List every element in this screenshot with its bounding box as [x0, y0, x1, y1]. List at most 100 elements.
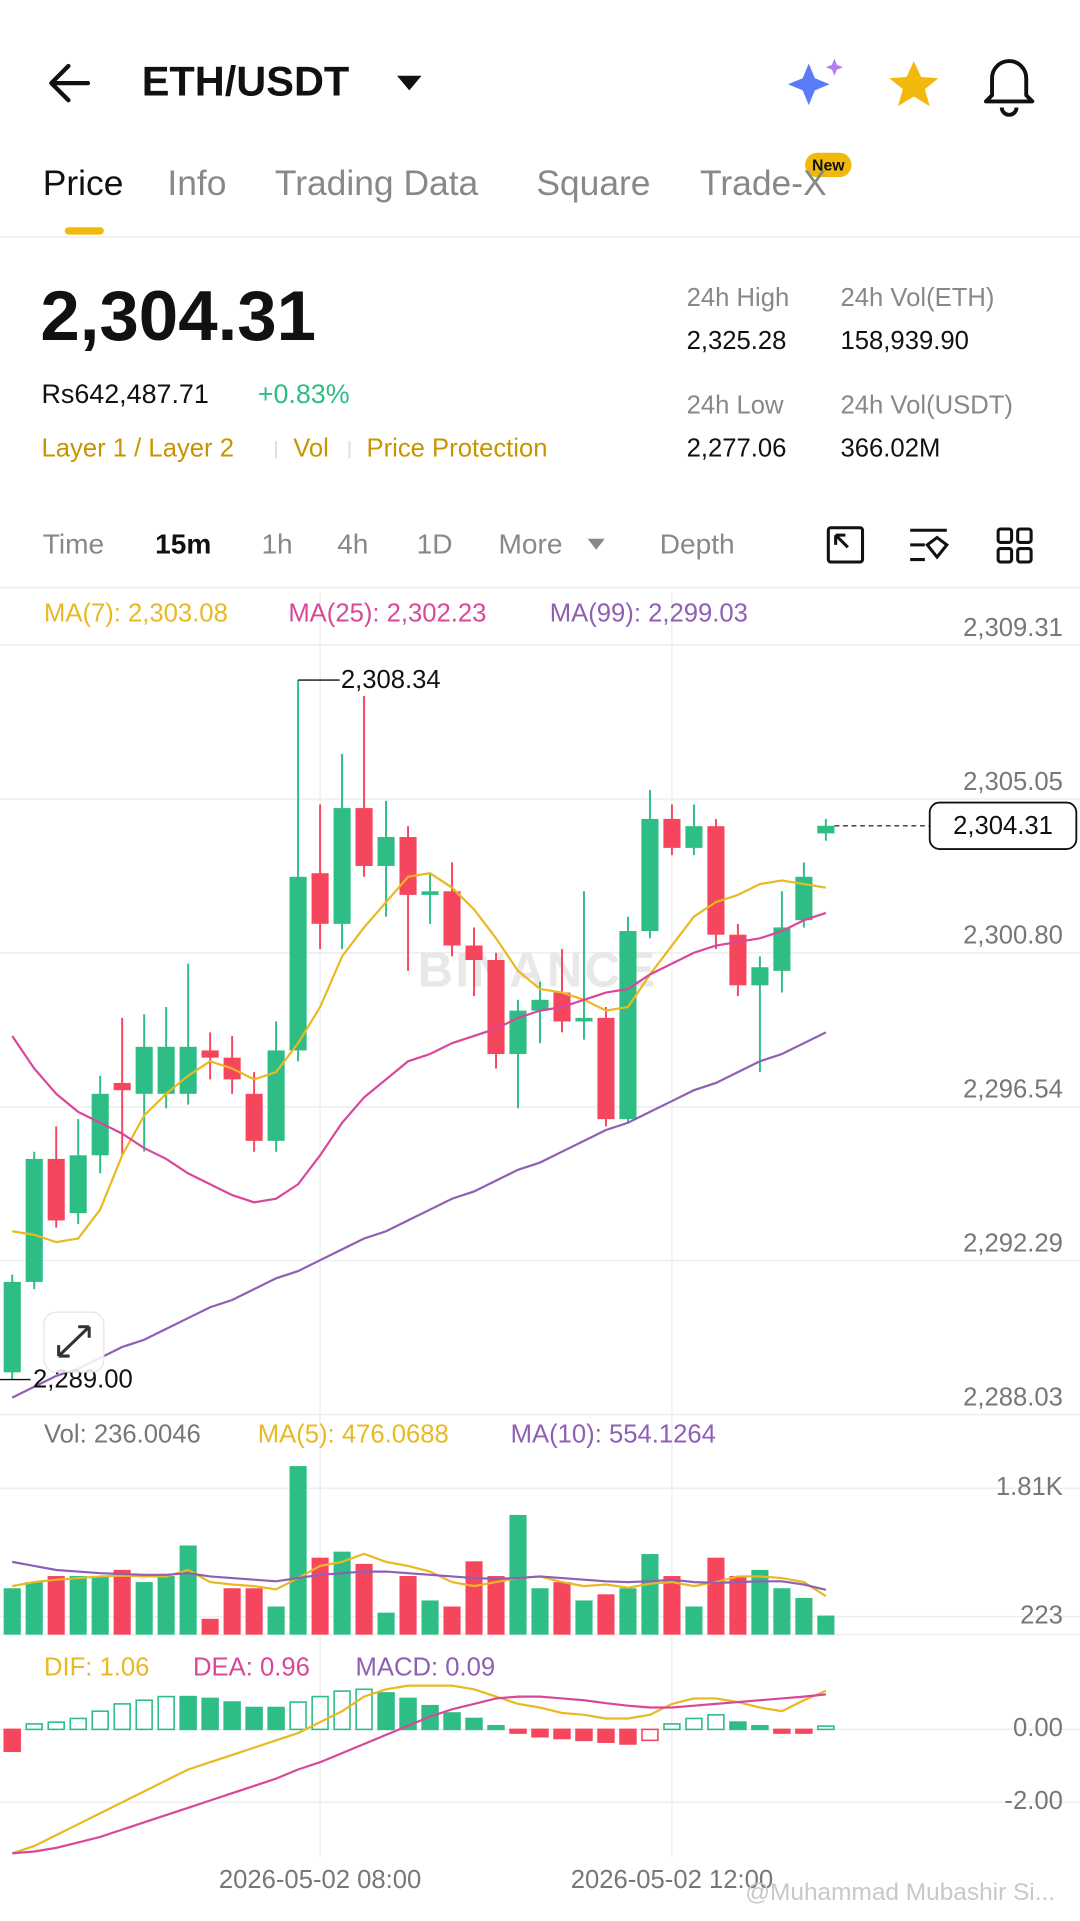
candle-body	[641, 818, 659, 932]
timeframe[interactable]: Depth	[660, 529, 735, 560]
tab[interactable]: Price	[43, 163, 124, 203]
legend-entry: Vol: 236.0046	[44, 1420, 201, 1448]
macd-bar	[597, 1728, 615, 1743]
macd-bar	[509, 1728, 527, 1734]
macd-bar	[773, 1728, 791, 1734]
tag-link[interactable]: Price Protection	[367, 434, 548, 462]
y-tick-label: 2,300.80	[963, 922, 1063, 950]
macd-bar	[47, 1721, 65, 1731]
timeframe[interactable]: Time	[43, 529, 104, 560]
ai-button[interactable]	[788, 58, 843, 106]
macd-bar	[201, 1697, 219, 1731]
watermark: BINANCE	[418, 944, 658, 998]
indicator-line	[12, 1560, 827, 1591]
volume-bar	[443, 1606, 461, 1635]
volume-bar	[289, 1466, 307, 1635]
macd-bar	[245, 1706, 263, 1731]
volume-bar	[553, 1582, 571, 1635]
candle-body	[487, 959, 505, 1055]
expand-button[interactable]	[43, 1311, 105, 1373]
volume-bar	[91, 1576, 109, 1635]
volume-bar	[355, 1563, 373, 1635]
favorite-button[interactable]	[889, 61, 939, 107]
candle-body	[377, 837, 395, 866]
fullscreen-button[interactable]	[826, 526, 865, 564]
candle-body	[47, 1158, 65, 1221]
stat-label: 24h High	[687, 284, 790, 312]
stat-value: 2,277.06	[687, 434, 787, 462]
indicator-line	[11, 1031, 827, 1399]
y-tick-label: 2,296.54	[963, 1076, 1063, 1104]
indicator-button[interactable]	[910, 528, 950, 562]
candle-body	[311, 873, 329, 924]
volume-bar	[531, 1588, 549, 1635]
macd-bar	[641, 1728, 659, 1742]
candle-body	[25, 1158, 43, 1282]
indicator-line	[12, 872, 827, 1244]
timeframe[interactable]: 4h	[337, 529, 368, 560]
y-tick-label: 2,309.31	[963, 614, 1063, 642]
more-dropdown[interactable]	[587, 538, 605, 550]
last-price: 2,304.31	[40, 277, 316, 356]
volume-bar	[575, 1600, 593, 1635]
stat-label: 24h Vol(USDT)	[841, 392, 1013, 420]
macd-bar	[751, 1724, 769, 1731]
candle-body	[69, 1155, 87, 1214]
volume-bar	[377, 1612, 395, 1635]
volume-bar	[421, 1600, 439, 1635]
candle-body	[333, 808, 351, 924]
tag-link[interactable]: Vol	[293, 434, 329, 462]
x-tick-label: 2026-05-02 12:00	[571, 1866, 773, 1894]
pair-title[interactable]: ETH/USDT	[142, 57, 350, 104]
tab[interactable]: Trading Data	[275, 163, 479, 203]
candle-body	[751, 967, 769, 986]
stat-value: 366.02M	[841, 434, 941, 462]
stat-label: 24h Vol(ETH)	[841, 284, 995, 312]
y-tick-label: 223	[1020, 1601, 1063, 1629]
candle-body	[421, 891, 439, 895]
volume-bar	[641, 1554, 659, 1635]
candle-body	[91, 1093, 109, 1156]
indicator-line	[12, 1552, 827, 1598]
timeframe[interactable]: More	[498, 529, 562, 560]
macd-bar	[267, 1706, 285, 1731]
timeframe[interactable]: 1h	[261, 529, 292, 560]
volume-bar	[619, 1588, 637, 1635]
macd-bar	[575, 1728, 593, 1742]
tab[interactable]: Trade-X	[700, 163, 827, 203]
back-button[interactable]	[49, 63, 91, 103]
candle-body	[707, 826, 725, 935]
timeframe[interactable]: 1D	[417, 529, 453, 560]
tab[interactable]: Square	[536, 163, 650, 203]
macd-bar	[157, 1695, 175, 1731]
volume-bar	[223, 1588, 241, 1635]
y-tick-label: 2,292.29	[963, 1229, 1063, 1257]
candle-body	[289, 876, 307, 1051]
tag-link[interactable]: Layer 1 / Layer 2	[42, 434, 234, 462]
tab[interactable]: Info	[167, 163, 226, 203]
stat-value: 158,939.90	[841, 327, 969, 355]
timeframe[interactable]: 15m	[155, 529, 211, 560]
volume-bar	[707, 1557, 725, 1635]
volume-bar	[267, 1606, 285, 1635]
credit-watermark: @Muhammad Mubashir Si...	[745, 1879, 1055, 1906]
layout-button[interactable]	[996, 527, 1033, 564]
alert-button[interactable]	[983, 59, 1035, 117]
high-marker-label: 2,308.34	[341, 666, 441, 694]
price-change: +0.83%	[258, 379, 350, 409]
volume-bar	[201, 1618, 219, 1635]
candle-body	[817, 825, 835, 834]
y-tick-label: 1.81K	[996, 1473, 1063, 1501]
macd-bar	[135, 1699, 153, 1731]
volume-bar	[311, 1557, 329, 1635]
volume-bar	[47, 1576, 65, 1635]
candle-body	[3, 1281, 21, 1373]
candle-body	[509, 1010, 527, 1055]
macd-bar	[795, 1728, 813, 1734]
candle-body	[179, 1046, 197, 1094]
legend-entry: MA(25): 2,302.23	[288, 599, 486, 627]
candle-body	[443, 891, 461, 946]
current-price-tag	[928, 801, 1078, 850]
pair-dropdown[interactable]	[397, 75, 422, 91]
